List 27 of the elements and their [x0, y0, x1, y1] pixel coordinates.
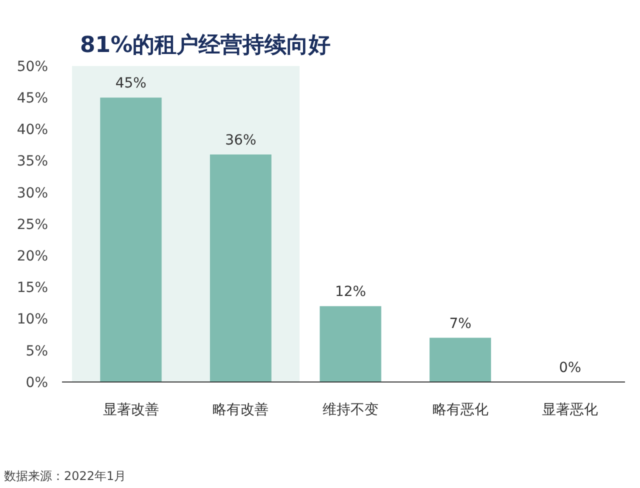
x-tick-label: 维持不变 [322, 402, 378, 418]
bar [430, 338, 492, 382]
data-label: 12% [334, 284, 366, 300]
chart-title: 81%的租户经营持续向好 [80, 32, 331, 58]
x-tick-label: 略有改善 [212, 401, 269, 418]
data-label: 0% [558, 360, 582, 376]
x-tick-label: 显著改善 [102, 401, 159, 418]
y-tick-label: 5% [26, 343, 48, 360]
y-tick-label: 0% [26, 374, 48, 391]
y-tick-label: 30% [16, 185, 48, 202]
data-label: 7% [449, 316, 472, 332]
source-note: 数据来源：2022年1月 [4, 469, 126, 483]
bar [100, 98, 162, 382]
bar [210, 154, 272, 382]
data-label: 36% [225, 132, 256, 148]
y-tick-label: 10% [16, 312, 48, 328]
bar [320, 306, 382, 382]
y-tick-label: 15% [16, 280, 48, 296]
y-tick-label: 25% [16, 216, 48, 233]
data-label: 45% [115, 76, 146, 92]
y-tick-label: 40% [16, 122, 48, 138]
x-tick-label: 略有恶化 [432, 402, 488, 418]
y-tick-label: 45% [16, 90, 48, 106]
y-tick-label: 35% [16, 154, 48, 170]
y-tick-label: 20% [16, 248, 48, 264]
x-tick-label: 显著恶化 [542, 402, 598, 418]
y-tick-label: 50% [16, 58, 48, 75]
